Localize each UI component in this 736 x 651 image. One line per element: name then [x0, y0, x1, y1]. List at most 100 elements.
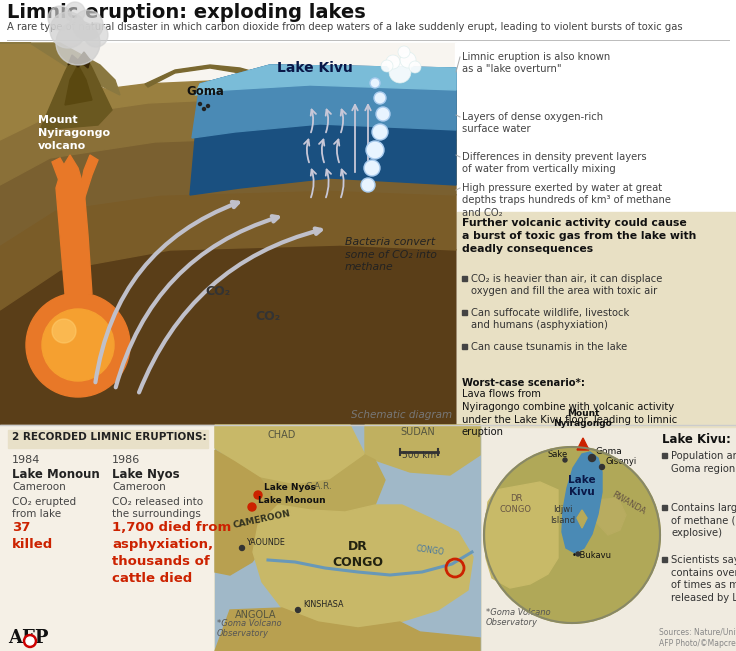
Polygon shape: [40, 55, 112, 130]
Circle shape: [65, 2, 85, 22]
Polygon shape: [365, 425, 480, 475]
Circle shape: [366, 141, 384, 159]
Text: Worst-case scenario*:: Worst-case scenario*:: [462, 378, 585, 388]
Polygon shape: [0, 77, 456, 140]
Text: Lake Nyos: Lake Nyos: [264, 483, 316, 492]
Text: Bacteria convert
some of CO₂ into
methane: Bacteria convert some of CO₂ into methan…: [345, 237, 437, 272]
Text: Further volcanic activity could cause
a burst of toxic gas from the lake with
de: Further volcanic activity could cause a …: [462, 218, 696, 255]
Text: CAMEROON: CAMEROON: [232, 509, 291, 530]
Text: KINSHASA: KINSHASA: [303, 600, 344, 609]
Bar: [0, 43, 456, 425]
Text: Sake: Sake: [548, 450, 568, 459]
Text: Can suffocate wildlife, livestock
and humans (asphyxiation): Can suffocate wildlife, livestock and hu…: [471, 308, 629, 331]
Text: Sources: Nature/University of Melbourne/
AFP Photo/©Mapcreator.io/©HERE: Sources: Nature/University of Melbourne/…: [659, 628, 736, 648]
Circle shape: [484, 447, 660, 623]
Polygon shape: [190, 65, 456, 195]
Bar: [462, 344, 467, 349]
Bar: [462, 276, 467, 281]
Circle shape: [376, 107, 390, 121]
Text: Lava flows from
Nyiragongo combine with volcanic activity
under the Lake Kivu fl: Lava flows from Nyiragongo combine with …: [462, 389, 677, 437]
Polygon shape: [0, 96, 456, 185]
Text: 1984: 1984: [12, 455, 40, 465]
Text: Contains large amount
of methane (highly
explosive): Contains large amount of methane (highly…: [671, 503, 736, 538]
Polygon shape: [215, 425, 365, 485]
Polygon shape: [215, 608, 480, 651]
Text: CO₂ erupted
from lake: CO₂ erupted from lake: [12, 497, 76, 519]
Text: *Goma Volcano
Observatory: *Goma Volcano Observatory: [486, 607, 551, 627]
Text: Mount
Nyiragongo: Mount Nyiragongo: [553, 409, 612, 428]
Polygon shape: [0, 245, 456, 425]
Circle shape: [372, 124, 388, 140]
Text: Layers of dense oxygen-rich
surface water: Layers of dense oxygen-rich surface wate…: [462, 112, 603, 134]
Text: 37
killed: 37 killed: [12, 521, 53, 551]
Polygon shape: [68, 52, 90, 68]
Text: Lake Nyos: Lake Nyos: [112, 468, 180, 481]
Circle shape: [295, 607, 300, 613]
Polygon shape: [80, 155, 98, 200]
Circle shape: [48, 6, 72, 30]
Polygon shape: [253, 505, 473, 628]
Text: Limnic eruption is also known
as a "lake overturn": Limnic eruption is also known as a "lake…: [462, 52, 610, 74]
Circle shape: [73, 10, 103, 40]
Text: Lake Monoun: Lake Monoun: [12, 468, 100, 481]
Bar: [8, 430, 208, 448]
Bar: [457, 212, 735, 427]
Polygon shape: [215, 450, 278, 575]
Text: Idjwi
Island: Idjwi Island: [551, 505, 576, 525]
Text: C.A.R.: C.A.R.: [305, 482, 332, 491]
Circle shape: [42, 309, 114, 381]
Circle shape: [370, 78, 380, 88]
Circle shape: [409, 61, 421, 73]
Polygon shape: [56, 155, 92, 294]
Text: • Bukavu: • Bukavu: [572, 551, 611, 560]
Circle shape: [207, 105, 210, 107]
Text: AFP: AFP: [8, 629, 49, 647]
Text: Gisenyi: Gisenyi: [605, 457, 636, 466]
Text: *Goma Volcano
Observatory: *Goma Volcano Observatory: [217, 618, 282, 638]
Polygon shape: [0, 43, 120, 95]
Text: Lake
Kivu: Lake Kivu: [568, 475, 596, 497]
Text: 500 km: 500 km: [402, 451, 436, 460]
Text: CHAD: CHAD: [268, 430, 297, 440]
Polygon shape: [486, 482, 558, 588]
Circle shape: [576, 552, 580, 556]
Circle shape: [248, 503, 256, 511]
Text: YAOUNDE: YAOUNDE: [246, 538, 285, 547]
Polygon shape: [195, 65, 456, 95]
Polygon shape: [0, 43, 130, 115]
Text: RWANDA: RWANDA: [610, 490, 647, 516]
Polygon shape: [596, 498, 626, 535]
Polygon shape: [562, 452, 602, 553]
Text: Mount
Nyiragongo
volcano: Mount Nyiragongo volcano: [38, 115, 110, 150]
Text: CO₂: CO₂: [255, 310, 280, 323]
Text: 1986: 1986: [112, 455, 141, 465]
Text: DR
CONGO: DR CONGO: [333, 540, 383, 569]
Text: Limnic eruption: exploding lakes: Limnic eruption: exploding lakes: [7, 3, 366, 22]
Circle shape: [199, 102, 202, 105]
Polygon shape: [577, 510, 587, 528]
Circle shape: [84, 23, 108, 47]
Circle shape: [389, 61, 411, 83]
Polygon shape: [145, 65, 298, 87]
Text: Goma: Goma: [186, 85, 224, 98]
Text: Cameroon: Cameroon: [112, 482, 166, 492]
Circle shape: [361, 178, 375, 192]
Circle shape: [381, 60, 393, 72]
Text: 1,700 died from
asphyxiation,
thousands of
cattle died: 1,700 died from asphyxiation, thousands …: [112, 521, 231, 585]
Text: Cameroon: Cameroon: [12, 482, 66, 492]
Circle shape: [56, 21, 100, 65]
Circle shape: [589, 454, 595, 462]
Text: Can cause tsunamis in the lake: Can cause tsunamis in the lake: [471, 342, 627, 352]
Circle shape: [52, 319, 76, 343]
Circle shape: [26, 637, 34, 645]
Text: 2 RECORDED LIMNIC ERUPTIONS:: 2 RECORDED LIMNIC ERUPTIONS:: [12, 432, 207, 442]
Bar: [0, 425, 215, 651]
Circle shape: [484, 447, 660, 623]
Circle shape: [254, 491, 262, 499]
Polygon shape: [192, 65, 456, 138]
Bar: [455, 43, 736, 428]
Circle shape: [26, 293, 130, 397]
Text: CO₂ is heavier than air, it can displace
oxygen and fill the area with toxic air: CO₂ is heavier than air, it can displace…: [471, 274, 662, 296]
Text: CONGO: CONGO: [415, 544, 445, 557]
Text: ANGOLA: ANGOLA: [235, 610, 277, 620]
